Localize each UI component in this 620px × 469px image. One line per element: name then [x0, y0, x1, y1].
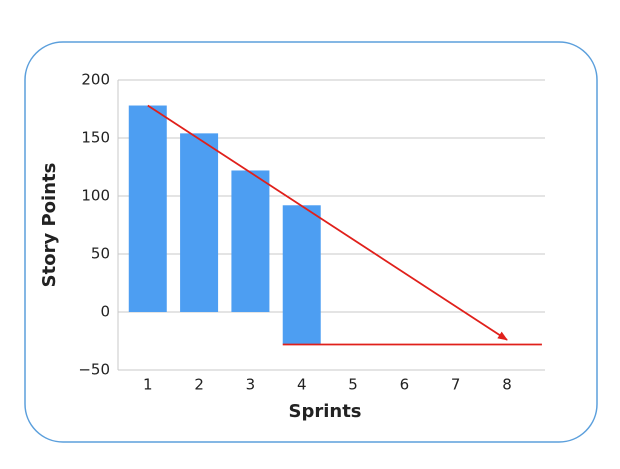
x-tick-label: 7 [451, 376, 461, 394]
y-axis-title: Story Points [39, 163, 60, 288]
y-tick-label: 200 [81, 71, 110, 89]
x-axis-title: Sprints [288, 401, 361, 422]
bar [180, 133, 219, 312]
bar [282, 312, 321, 345]
x-tick-label: 3 [246, 376, 256, 394]
x-tick-label: 2 [194, 376, 204, 394]
x-tick-label: 8 [502, 376, 512, 394]
bar [128, 105, 167, 313]
bar [282, 205, 321, 312]
y-tick-label: 50 [91, 245, 110, 263]
x-tick-label: 6 [400, 376, 410, 394]
frame [24, 41, 598, 443]
y-tick-label: 150 [81, 129, 110, 147]
x-tick-label: 1 [143, 376, 153, 394]
x-tick-label: 4 [297, 376, 307, 394]
y-tick-label: 100 [81, 187, 110, 205]
x-tick-label: 5 [348, 376, 358, 394]
y-tick-label: 0 [100, 303, 110, 321]
trend-line [147, 104, 508, 341]
bar [231, 170, 270, 312]
y-tick-label: −50 [78, 361, 110, 379]
